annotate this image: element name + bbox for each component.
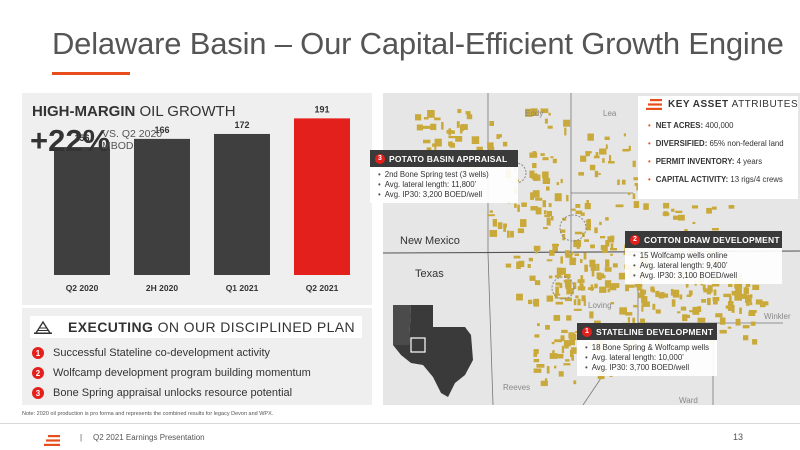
state-label-new-mexico: New Mexico bbox=[400, 235, 460, 247]
bar bbox=[134, 138, 190, 275]
callout-header: 1 STATELINE DEVELOPMENT bbox=[577, 323, 717, 340]
callout-bullet: Avg. IP30: 3,100 BOED/well bbox=[633, 271, 776, 281]
callout-bullet: Avg. IP30: 3,700 BOED/well bbox=[585, 363, 711, 373]
list-item: 2 Wolfcamp development program building … bbox=[32, 363, 367, 383]
callout-bullet: Avg. lateral length: 10,000’ bbox=[585, 353, 711, 363]
data-label: 166 bbox=[154, 125, 169, 135]
county-label-reeves: Reeves bbox=[503, 383, 531, 392]
oil-growth-chart-panel: 156 Q2 2020 166 2H 2020 172 Q1 2021 191 Q2 2021… bbox=[22, 93, 372, 305]
bar-chart: 156 Q2 2020 166 2H 2020 172 Q1 2021 191 Q2 2021 bbox=[54, 104, 350, 293]
data-label: 191 bbox=[314, 104, 329, 114]
devon-footer-logo-icon bbox=[44, 433, 60, 446]
county-label-ward: Ward bbox=[679, 396, 698, 405]
executing-list: 1 Successful Stateline co-development ac… bbox=[32, 343, 367, 403]
bar bbox=[54, 147, 110, 275]
number-badge: 2 bbox=[630, 234, 640, 245]
county-label-loving: Loving bbox=[588, 301, 612, 310]
stateline-marker bbox=[551, 276, 575, 300]
number-badge: 2 bbox=[32, 367, 44, 379]
data-label: 156 bbox=[74, 133, 89, 143]
growth-percentage: +22% bbox=[30, 123, 111, 158]
potato-basin-callout: 3 POTATO BASIN APPRAISAL 2nd Bone Spring… bbox=[370, 150, 518, 203]
county-label-eddy: Eddy bbox=[525, 109, 544, 118]
list-item-text: Wolfcamp development program building mo… bbox=[53, 367, 311, 379]
state-label-texas: Texas bbox=[415, 268, 444, 280]
x-tick-label: Q2 2021 bbox=[306, 283, 339, 293]
number-badge: 1 bbox=[32, 347, 44, 359]
texas-inset bbox=[393, 305, 473, 397]
data-label: 172 bbox=[234, 120, 249, 130]
growth-subtitle: VS. Q2 2020 MBOD bbox=[102, 128, 163, 152]
title-underline bbox=[52, 72, 130, 75]
executing-panel: EXECUTING ON OUR DISCIPLINED PLAN 1 Succ… bbox=[22, 308, 372, 405]
page-number: 13 bbox=[733, 432, 744, 442]
list-item: PERMIT INVENTORY: 4 years bbox=[648, 157, 798, 175]
stateline-callout: 1 STATELINE DEVELOPMENT 18 Bone Spring &… bbox=[577, 323, 717, 376]
key-asset-header: KEY ASSET ATTRIBUTES bbox=[638, 96, 798, 113]
list-item: CAPITAL ACTIVITY: 13 rigs/4 crews bbox=[648, 175, 798, 193]
footnote: Note: 2020 oil production is pro forma a… bbox=[22, 411, 274, 417]
bar bbox=[294, 118, 350, 275]
county-label-lea: Lea bbox=[603, 109, 617, 118]
x-tick-label: Q1 2021 bbox=[226, 283, 259, 293]
x-tick-label: Q2 2020 bbox=[66, 283, 99, 293]
footer-text: Q2 2021 Earnings Presentation bbox=[93, 433, 205, 442]
cotton-draw-callout: 2 COTTON DRAW DEVELOPMENT 15 Wolfcamp we… bbox=[625, 231, 782, 284]
cotton-draw-marker bbox=[559, 214, 587, 242]
footer-divider bbox=[0, 423, 800, 424]
footer-separator: | bbox=[80, 433, 83, 442]
devon-logo-icon bbox=[646, 99, 662, 110]
slide-title: Delaware Basin – Our Capital-Efficient G… bbox=[52, 26, 784, 61]
number-badge: 3 bbox=[32, 387, 44, 399]
callout-bullet: Avg. lateral length: 9,400’ bbox=[633, 261, 776, 271]
list-item-text: Successful Stateline co-development acti… bbox=[53, 347, 271, 359]
list-item: NET ACRES: 400,000 bbox=[648, 121, 798, 139]
list-item-text: Bone Spring appraisal unlocks resource p… bbox=[53, 387, 293, 399]
list-item: DIVERSIFIED: 65% non-federal land bbox=[648, 139, 798, 157]
list-item: 1 Successful Stateline co-development ac… bbox=[32, 343, 367, 363]
executing-title: EXECUTING ON OUR DISCIPLINED PLAN bbox=[68, 319, 356, 335]
key-asset-list: NET ACRES: 400,000 DIVERSIFIED: 65% non-… bbox=[638, 113, 798, 193]
callout-bullet: Avg. lateral length: 11,800’ bbox=[378, 180, 512, 190]
executing-header: EXECUTING ON OUR DISCIPLINED PLAN bbox=[30, 316, 362, 338]
oil-rig-icon bbox=[34, 320, 52, 334]
callout-bullet: 18 Bone Spring & Wolfcamp wells bbox=[585, 343, 711, 353]
bar bbox=[214, 133, 270, 275]
chart-heading: HIGH-MARGIN OIL GROWTH bbox=[32, 103, 236, 120]
county-label-winkler: Winkler bbox=[764, 312, 791, 321]
callout-bullet: 2nd Bone Spring test (3 wells) bbox=[378, 170, 512, 180]
callout-bullet: 15 Wolfcamp wells online bbox=[633, 251, 776, 261]
callout-header: 3 POTATO BASIN APPRAISAL bbox=[370, 150, 518, 167]
number-badge: 1 bbox=[582, 326, 592, 337]
callout-bullet: Avg. IP30: 3,200 BOED/well bbox=[378, 190, 512, 200]
list-item: 3 Bone Spring appraisal unlocks resource… bbox=[32, 383, 367, 403]
x-tick-label: 2H 2020 bbox=[146, 283, 178, 293]
number-badge: 3 bbox=[375, 153, 385, 164]
callout-header: 2 COTTON DRAW DEVELOPMENT bbox=[625, 231, 782, 248]
